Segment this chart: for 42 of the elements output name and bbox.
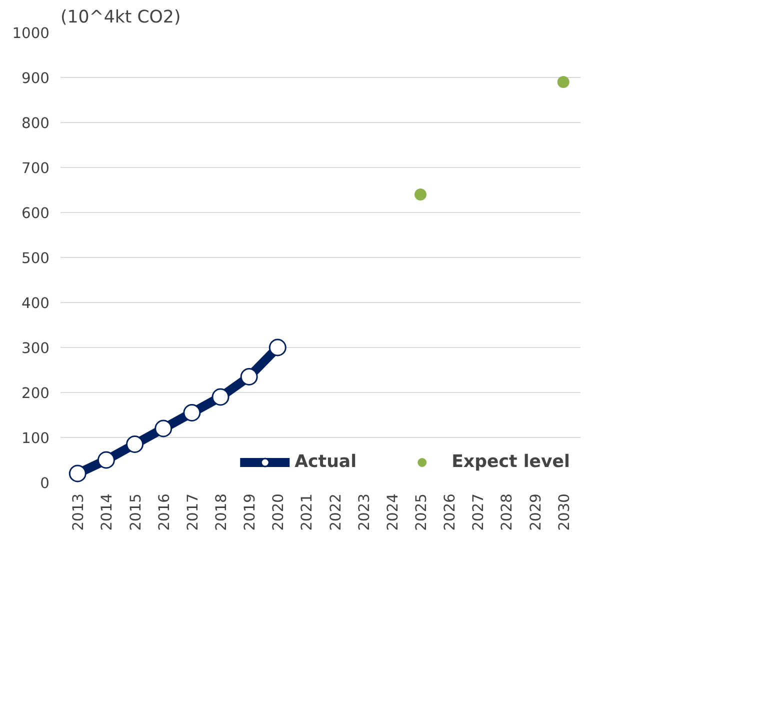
y-tick-label: 100 (22, 430, 50, 447)
point (268, 338, 286, 356)
point (557, 76, 570, 88)
x-tick-label: 2030 (556, 493, 573, 531)
legend-label: Expect level (452, 452, 570, 472)
y-tick-label: 200 (22, 385, 50, 402)
y-tick-label: 600 (22, 205, 50, 222)
y-axis-title: (10^4kt CO2) (60, 8, 181, 28)
y-tick-label: 0 (40, 475, 50, 492)
x-tick-label: 2024 (384, 493, 402, 531)
y-tick-label: 1000 (12, 25, 50, 42)
point (183, 404, 201, 422)
x-tick-label: 2026 (442, 493, 459, 531)
x-tick-label: 2028 (498, 493, 516, 531)
x-tick-label: 2014 (98, 493, 116, 531)
x-tick-label: 2019 (242, 493, 259, 531)
y-tick-label: 500 (22, 250, 50, 267)
x-tick-label: 2021 (298, 493, 316, 531)
x-tick-label: 2025 (413, 493, 430, 531)
x-tick-label: 2013 (70, 493, 88, 531)
y-tick-label: 400 (22, 295, 50, 312)
y-tick-label: 900 (22, 70, 50, 87)
x-tick-label: 2018 (213, 493, 230, 531)
point (154, 420, 172, 438)
x-tick-label: 2020 (270, 493, 288, 531)
legend-label: Actual (294, 452, 357, 472)
point (97, 451, 115, 469)
x-tick-label: 2022 (327, 493, 344, 531)
y-tick-label: 300 (22, 340, 50, 357)
x-tick-label: 2016 (156, 493, 173, 531)
x-tick-label: 2029 (527, 493, 544, 531)
point (126, 436, 144, 453)
x-tick-label: 2017 (184, 493, 202, 531)
point (68, 464, 86, 482)
point (414, 188, 426, 200)
point (212, 388, 230, 406)
y-tick-label: 700 (22, 160, 50, 177)
y-tick-label: 800 (22, 115, 50, 132)
point (240, 368, 258, 386)
x-tick-label: 2023 (356, 493, 373, 531)
x-tick-label: 2015 (127, 493, 144, 531)
x-tick-label: 2027 (470, 493, 488, 531)
